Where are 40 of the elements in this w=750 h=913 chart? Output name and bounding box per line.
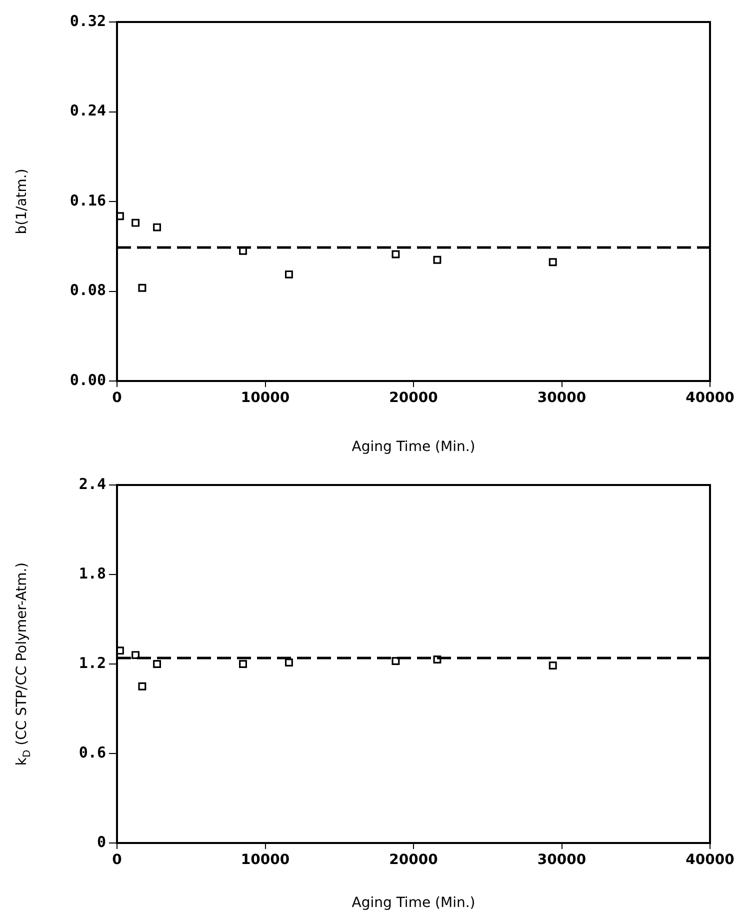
point <box>138 284 146 292</box>
x-tick-label: 10000 <box>240 852 290 868</box>
y-tick-label: 0 <box>96 832 106 851</box>
point <box>239 660 247 668</box>
x-tick-label: 40000 <box>686 852 735 868</box>
y-tick-label: 0.6 <box>78 743 106 762</box>
y-axis-title: kD (CC STP/CC Polymer-Atm.) <box>14 562 33 766</box>
y-tick-label: 1.8 <box>78 564 106 582</box>
point <box>153 660 162 668</box>
x-tick-label: 0 <box>112 390 122 406</box>
point <box>392 657 400 665</box>
y-tick-label: 0.16 <box>70 191 106 210</box>
x-tick-label: 0 <box>112 852 122 868</box>
point <box>132 218 140 227</box>
point <box>284 270 293 278</box>
x-tick-label: 40000 <box>686 390 735 406</box>
x-tick-label: 30000 <box>537 852 586 868</box>
x-tick-label: 10000 <box>240 390 290 406</box>
point <box>117 212 124 220</box>
point <box>392 250 400 258</box>
point <box>132 651 140 660</box>
y-tick-label: 2.4 <box>78 474 106 493</box>
point <box>117 646 124 655</box>
point <box>433 256 442 264</box>
point <box>548 662 557 670</box>
y-tick-label: 0.24 <box>70 102 106 120</box>
x-axis-title: Aging Time (Min.) <box>352 895 476 912</box>
y-tick-label: 1.2 <box>78 654 106 672</box>
y-tick-label: 0.00 <box>70 370 106 389</box>
point <box>153 223 162 232</box>
x-axis-title: Aging Time (Min.) <box>352 439 476 456</box>
x-tick-label: 20000 <box>389 390 438 406</box>
y-tick-label: 0.08 <box>70 281 106 300</box>
point <box>284 658 293 666</box>
y-tick-label: 0.32 <box>70 12 106 30</box>
y-axis-title: b(1/atm.) <box>14 168 30 234</box>
point <box>138 682 146 690</box>
point <box>548 258 557 266</box>
x-tick-label: 30000 <box>537 390 586 406</box>
x-tick-label: 20000 <box>389 852 438 868</box>
